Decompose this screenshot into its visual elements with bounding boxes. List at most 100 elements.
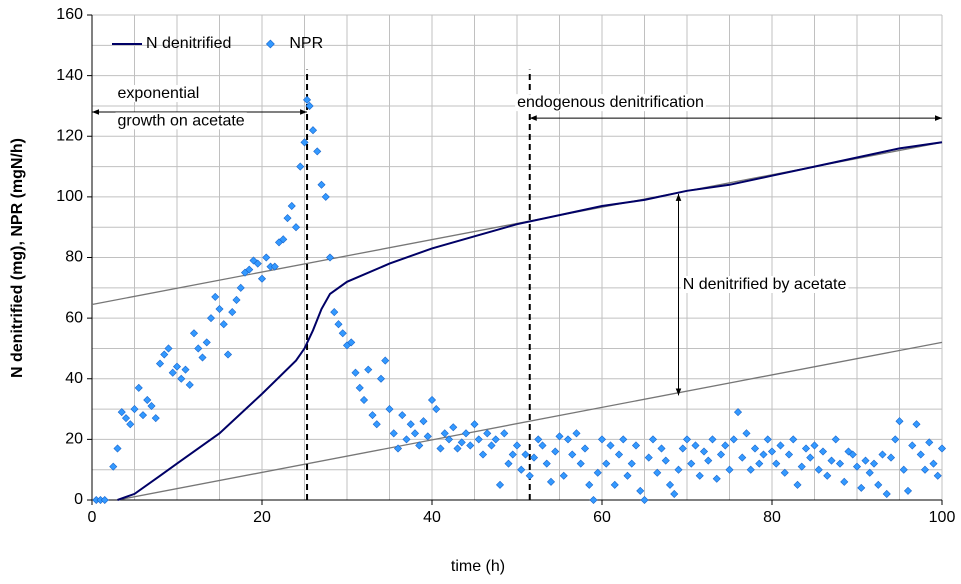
scatter-point: [908, 441, 917, 450]
scatter-point: [606, 441, 615, 450]
scatter-point: [198, 353, 207, 362]
scatter-point: [831, 435, 840, 444]
scatter-point: [891, 435, 900, 444]
scatter-point: [317, 180, 326, 189]
scatter-point: [602, 459, 611, 468]
scatter-point: [716, 450, 726, 459]
scatter-point: [755, 459, 764, 468]
x-tick-label: 80: [763, 509, 781, 526]
scatter-point: [861, 456, 870, 465]
scatter-point: [912, 420, 921, 429]
scatter-point: [653, 468, 662, 477]
scatter-point: [470, 420, 479, 429]
scatter-point: [155, 359, 165, 368]
scatter-point: [321, 192, 330, 201]
scatter-point: [920, 465, 930, 474]
scatter-point: [206, 314, 216, 323]
scatter-point: [882, 489, 891, 498]
scatter-point: [402, 435, 411, 444]
scatter-point: [189, 329, 199, 338]
scatter-point: [555, 432, 564, 441]
scatter-point: [733, 408, 743, 417]
annotation-bg: [680, 276, 849, 294]
scatter-point: [334, 320, 343, 329]
scatter-point: [364, 365, 373, 374]
scatter-point: [848, 450, 857, 459]
scatter-point: [644, 453, 653, 462]
scatter-point: [827, 456, 836, 465]
annotation-bg: [115, 112, 247, 130]
scatter-point: [793, 480, 802, 489]
y-tick-label: 140: [56, 67, 83, 84]
annotation: N denitrified by acetate: [683, 276, 847, 293]
scatter-point: [440, 429, 449, 438]
y-tick-label: 80: [65, 249, 83, 266]
scatter-point: [597, 435, 607, 444]
scatter-point: [478, 450, 488, 459]
scatter-point: [257, 274, 267, 283]
scatter-point: [419, 417, 428, 426]
scatter-point: [789, 435, 798, 444]
scatter-point: [245, 265, 254, 274]
scatter-point: [857, 483, 866, 492]
scatter-point: [568, 450, 577, 459]
scatter-point: [457, 438, 466, 447]
scatter-point: [925, 438, 934, 447]
scatter-point: [814, 465, 823, 474]
scatter-point: [130, 405, 139, 414]
scatter-point: [436, 444, 445, 453]
scatter-point: [517, 465, 526, 474]
y-tick-label: 60: [65, 309, 83, 326]
x-tick-label: 0: [88, 509, 97, 526]
scatter-point: [678, 444, 687, 453]
scatter-point: [784, 450, 794, 459]
scatter-point: [143, 395, 152, 404]
scatter-point: [576, 459, 585, 468]
x-tick-label: 60: [593, 509, 611, 526]
scatter-point: [559, 471, 568, 480]
scatter-point: [372, 420, 381, 429]
annotation: growth on acetate: [118, 112, 245, 129]
scatter-point: [738, 453, 747, 462]
scatter-point: [916, 450, 925, 459]
scatter-point: [202, 338, 211, 347]
scatter-point: [100, 495, 109, 505]
scatter-point: [177, 374, 186, 383]
scatter-point: [687, 459, 696, 468]
scatter-point: [648, 435, 658, 444]
scatter-point: [305, 101, 314, 110]
scatter-point: [708, 435, 717, 444]
scatter-point: [899, 465, 908, 474]
scatter-point: [453, 444, 462, 453]
annotation-bg: [515, 94, 706, 112]
scatter-point: [160, 350, 169, 359]
scatter-point: [168, 368, 177, 377]
scatter-point: [763, 435, 772, 444]
scatter-point: [147, 402, 156, 411]
scatter-point: [780, 468, 789, 477]
scatter-point: [585, 480, 594, 489]
scatter-point: [466, 441, 475, 450]
scatter-point: [313, 147, 322, 156]
y-tick-label: 160: [56, 6, 83, 23]
scatter-point: [619, 435, 628, 444]
scatter-point: [865, 468, 874, 477]
scatter-point: [423, 432, 432, 441]
scatter-point: [640, 495, 649, 505]
scatter-point: [767, 447, 777, 456]
scatter-point: [674, 465, 683, 474]
scatter-point: [504, 459, 513, 468]
scatter-point: [508, 450, 517, 459]
scatter-point: [759, 450, 768, 459]
scatter-point: [355, 383, 364, 392]
scatter-point: [253, 259, 262, 268]
scatter-point: [521, 450, 530, 459]
scatter-point: [376, 374, 386, 383]
scatter-point: [512, 441, 522, 450]
scatter-point: [228, 308, 237, 317]
scatter-point: [368, 411, 377, 420]
scatter-point: [776, 441, 785, 450]
scatter-point: [538, 441, 547, 450]
scatter-point: [895, 417, 904, 426]
